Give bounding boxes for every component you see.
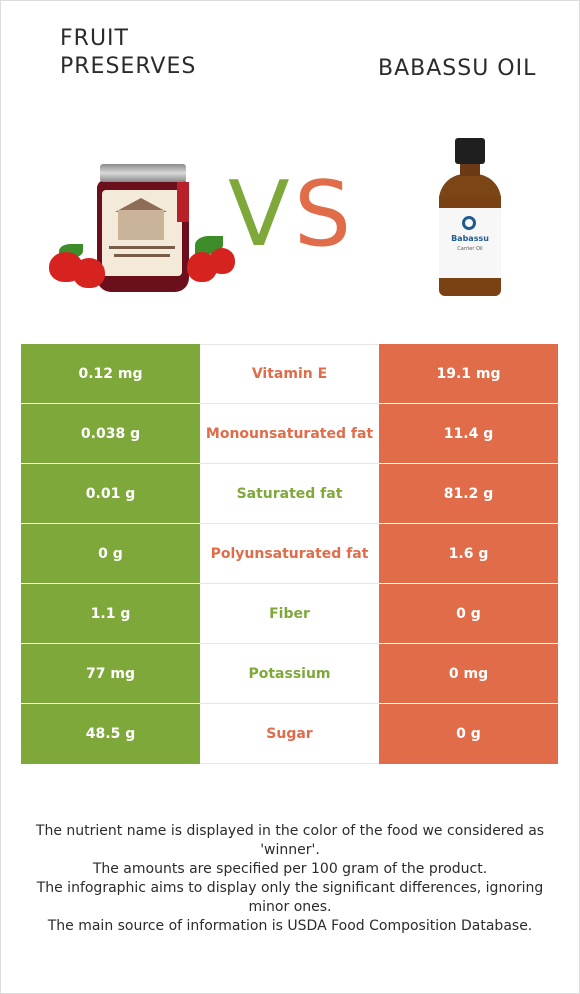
left-food-title: FRUIT PRESERVES bbox=[60, 25, 260, 81]
table-row: 1.1 g Fiber 0 g bbox=[21, 584, 558, 644]
left-value: 0.01 g bbox=[21, 464, 200, 524]
bottle-shoulder bbox=[439, 174, 501, 200]
jar-label-house bbox=[118, 210, 164, 240]
nutrient-name: Monounsaturated fat bbox=[200, 404, 379, 464]
footnote-line: The amounts are specified per 100 gram o… bbox=[92, 861, 488, 877]
bottle-brand: Babassu bbox=[451, 234, 489, 243]
nutrient-name: Vitamin E bbox=[200, 344, 379, 404]
right-food-title: BABASSU OIL bbox=[378, 56, 537, 81]
table-row: 77 mg Potassium 0 mg bbox=[21, 644, 558, 704]
footnote-line: The infographic aims to display only the… bbox=[36, 880, 544, 915]
nutrient-name: Saturated fat bbox=[200, 464, 379, 524]
left-food-title-line2: PRESERVES bbox=[60, 54, 197, 79]
right-value: 0 g bbox=[379, 704, 558, 764]
table-row: 0 g Polyunsaturated fat 1.6 g bbox=[21, 524, 558, 584]
babassu-oil-image: Babassu Carrier Oil bbox=[436, 138, 510, 300]
nutrient-name: Sugar bbox=[200, 704, 379, 764]
bottle-cap bbox=[455, 138, 485, 164]
left-value: 0.038 g bbox=[21, 404, 200, 464]
right-value: 81.2 g bbox=[379, 464, 558, 524]
jar-lid bbox=[100, 164, 186, 182]
right-value: 0 mg bbox=[379, 644, 558, 704]
jar-band bbox=[177, 182, 189, 222]
bottle-logo-icon bbox=[462, 216, 476, 230]
vs-letter-s: S bbox=[294, 162, 352, 267]
footnote-line: The main source of information is USDA F… bbox=[47, 918, 533, 934]
nutrient-name: Potassium bbox=[200, 644, 379, 704]
jar-label-house-roof bbox=[115, 198, 167, 212]
table-row: 0.038 g Monounsaturated fat 11.4 g bbox=[21, 404, 558, 464]
strawberry bbox=[209, 248, 235, 274]
comparison-table: 0.12 mg Vitamin E 19.1 mg 0.038 g Monoun… bbox=[21, 344, 558, 764]
left-value: 0 g bbox=[21, 524, 200, 584]
jar-label-line bbox=[109, 246, 175, 249]
footnote-line: The nutrient name is displayed in the co… bbox=[35, 823, 545, 858]
right-value: 11.4 g bbox=[379, 404, 558, 464]
nutrient-name: Polyunsaturated fat bbox=[200, 524, 379, 584]
left-value: 48.5 g bbox=[21, 704, 200, 764]
left-food-title-line1: FRUIT bbox=[60, 26, 129, 51]
right-value: 1.6 g bbox=[379, 524, 558, 584]
bottle-subtitle: Carrier Oil bbox=[457, 246, 483, 252]
left-value: 0.12 mg bbox=[21, 344, 200, 404]
table-row: 0.12 mg Vitamin E 19.1 mg bbox=[21, 344, 558, 404]
left-value: 77 mg bbox=[21, 644, 200, 704]
fruit-preserves-image bbox=[45, 160, 240, 300]
table-row: 48.5 g Sugar 0 g bbox=[21, 704, 558, 764]
right-value: 19.1 mg bbox=[379, 344, 558, 404]
footnote: The nutrient name is displayed in the co… bbox=[22, 822, 558, 936]
vs-letter-v: V bbox=[228, 162, 290, 267]
jar-label-line bbox=[114, 254, 170, 257]
strawberry bbox=[73, 258, 105, 288]
right-value: 0 g bbox=[379, 584, 558, 644]
left-value: 1.1 g bbox=[21, 584, 200, 644]
bottle-neck bbox=[460, 164, 480, 176]
table-row: 0.01 g Saturated fat 81.2 g bbox=[21, 464, 558, 524]
nutrient-name: Fiber bbox=[200, 584, 379, 644]
